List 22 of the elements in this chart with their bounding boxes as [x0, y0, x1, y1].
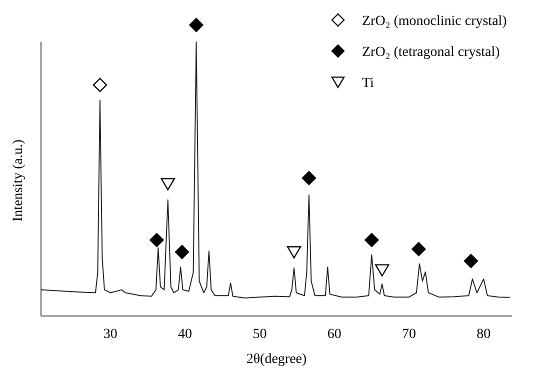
x-tick-label: 30 — [103, 327, 118, 342]
point — [364, 232, 379, 248]
point — [160, 178, 175, 190]
x-tick-label: 60 — [327, 327, 342, 342]
point — [189, 18, 204, 32]
legend-label: ZrO₂ (tetragonal crystal) — [362, 45, 500, 60]
x-tick-label: 40 — [178, 327, 192, 342]
legend-label: Ti — [362, 76, 374, 91]
x-tick-label: 80 — [476, 327, 491, 342]
x-tick-label: 50 — [252, 327, 267, 342]
x-axis-title: 2θ(degree) — [246, 352, 307, 367]
point — [464, 254, 478, 268]
legend-label: ZrO₂ (monoclinic crystal) — [362, 14, 508, 29]
x-tick-label: 70 — [402, 327, 416, 342]
point — [174, 244, 190, 260]
point — [92, 78, 108, 92]
point — [375, 264, 390, 276]
point — [286, 246, 302, 258]
y-axis-title: Intensity (a.u.) — [11, 139, 26, 222]
point — [302, 170, 316, 186]
point — [412, 242, 426, 256]
point — [150, 232, 164, 248]
